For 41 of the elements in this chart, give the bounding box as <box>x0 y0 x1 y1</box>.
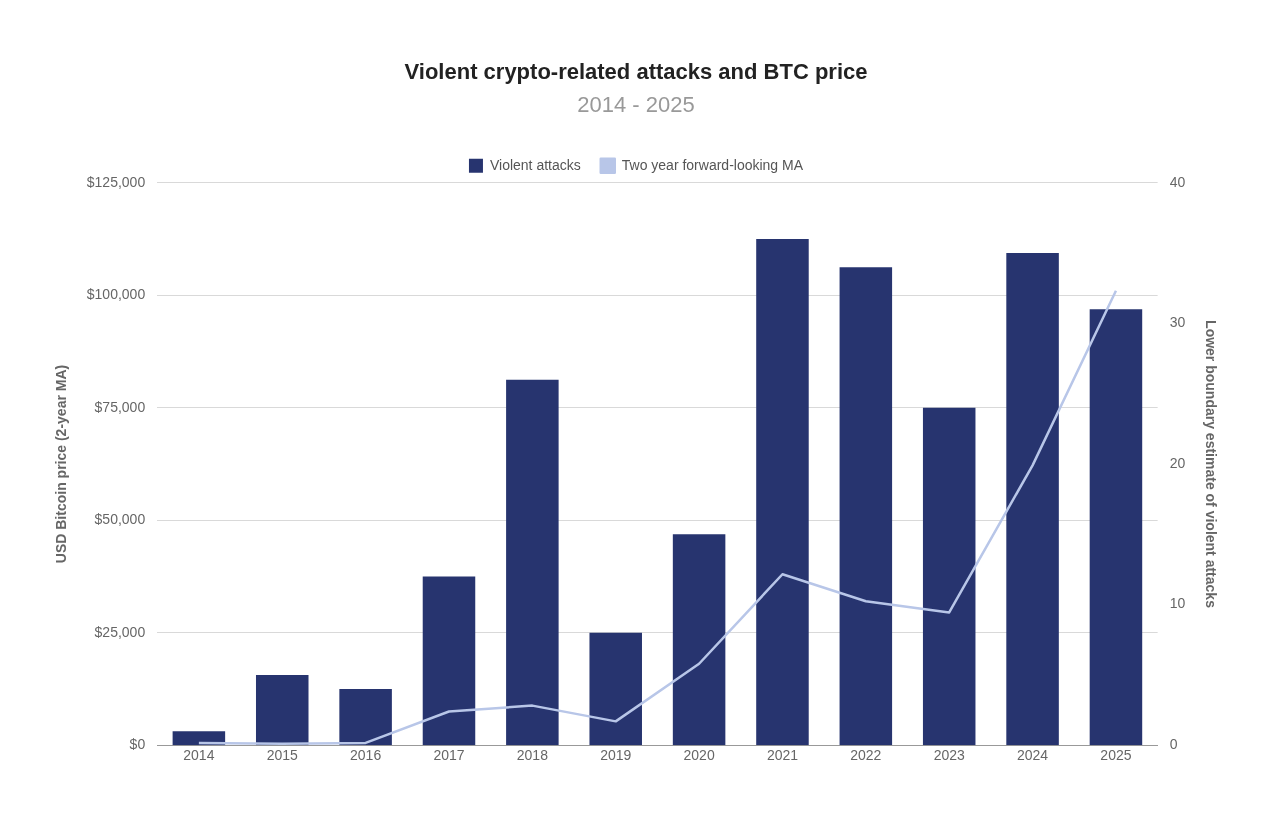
y-tick-label: $125,000 <box>86 173 146 190</box>
y-tick-label: $100,000 <box>86 286 146 303</box>
bar <box>1006 253 1059 746</box>
x-tick-label: 2019 <box>600 747 632 764</box>
y2-tick-label: 20 <box>1169 454 1186 471</box>
y-tick-label: $75,000 <box>94 398 146 415</box>
x-tick-label: 2023 <box>933 747 965 764</box>
chart-title: Violent crypto-related attacks and BTC price <box>404 59 868 85</box>
bar <box>922 407 976 746</box>
y-tick-label: $25,000 <box>94 623 146 640</box>
bar <box>756 239 809 746</box>
legend-label: Two year forward-looking MA <box>621 156 804 173</box>
y-tick-label: $50,000 <box>94 511 146 528</box>
x-tick-label: 2018 <box>516 747 549 764</box>
bar <box>1089 309 1143 746</box>
bar <box>672 534 726 746</box>
y2-tick-label: 10 <box>1169 595 1186 612</box>
x-tick-label: 2021 <box>766 747 799 764</box>
bar <box>172 731 226 746</box>
chart-subtitle: 2014 - 2025 <box>577 91 695 117</box>
x-tick-label: 2015 <box>266 747 299 764</box>
x-tick-label: 2014 <box>183 747 215 764</box>
bar <box>422 576 476 746</box>
x-tick-label: 2025 <box>1100 747 1132 764</box>
x-tick-label: 2020 <box>683 747 715 764</box>
bar <box>339 688 392 746</box>
x-tick-label: 2022 <box>850 747 882 764</box>
y-tick-label: $0 <box>129 736 146 753</box>
y2-tick-label: 40 <box>1169 173 1186 190</box>
bar <box>255 674 309 746</box>
y2-tick-label: 0 <box>1169 736 1178 753</box>
x-tick-label: 2016 <box>350 747 382 764</box>
y-axis-title: USD Bitcoin price (2-year MA) <box>53 364 70 564</box>
bar <box>506 379 559 746</box>
bar <box>589 632 642 746</box>
x-tick-label: 2024 <box>1017 747 1049 764</box>
x-tick-label: 2017 <box>433 747 465 764</box>
y2-tick-label: 30 <box>1169 314 1186 331</box>
bar <box>839 267 893 746</box>
legend-label: Violent attacks <box>489 156 581 173</box>
y2-axis-title: Lower boundary estimate of violent attacks <box>1202 320 1219 609</box>
